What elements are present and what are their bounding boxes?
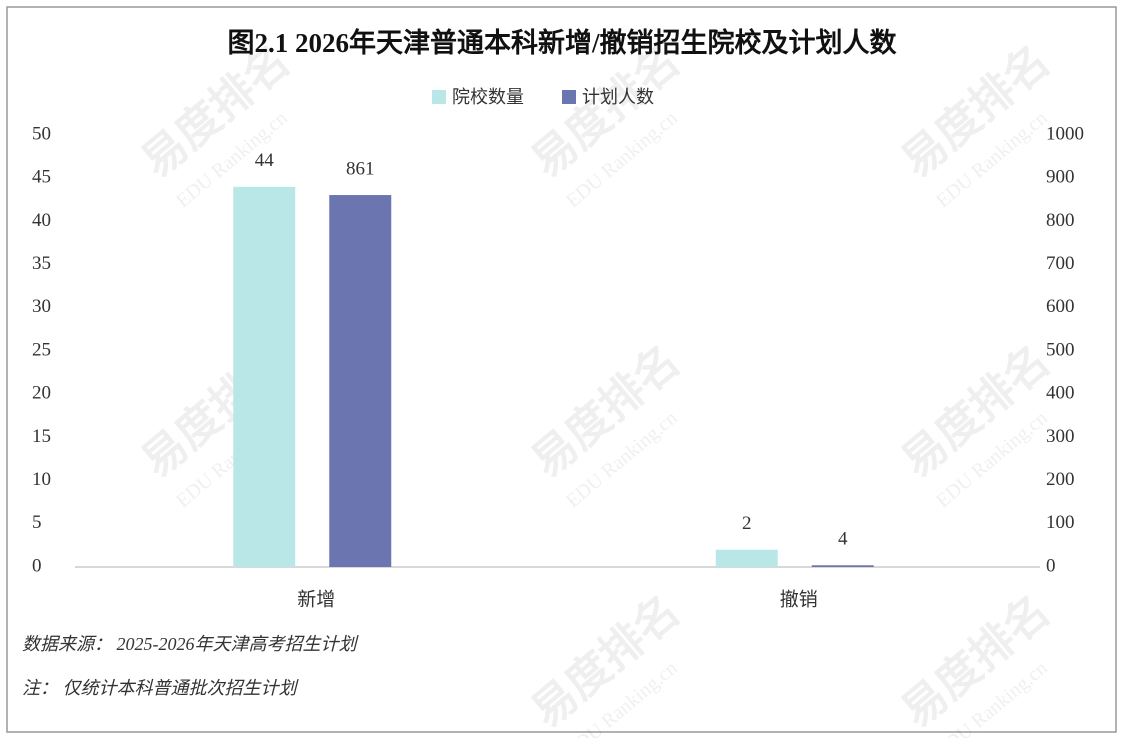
y2-tick-label: 0 [1046,555,1056,576]
y2-tick-label: 500 [1046,339,1075,360]
x-tick-label: 新增 [297,589,335,611]
bar [715,549,778,567]
y2-tick-label: 600 [1046,296,1075,317]
y-tick-label: 40 [32,210,51,231]
y-tick-label: 5 [32,512,42,533]
y2-tick-label: 200 [1046,469,1075,490]
y-tick-label: 25 [32,339,51,360]
legend-swatch [432,90,446,104]
y-tick-label: 10 [32,469,51,490]
y2-tick-label: 800 [1046,210,1075,231]
legend-label: 计划人数 [582,87,654,108]
y2-tick-label: 100 [1046,512,1075,533]
bar [329,195,392,567]
y-tick-label: 45 [32,167,51,188]
value-label: 2 [742,513,752,534]
legend-swatch [562,90,576,104]
y-tick-label: 30 [32,296,51,317]
x-tick-label: 撤销 [780,589,818,611]
chart-title: 图2.1 2026年天津普通本科新增/撤销招生院校及计划人数 [227,27,897,58]
bar [811,565,874,567]
frame [6,6,1117,733]
footnote: 注： 仅统计本科普通批次招生计划 [22,678,299,698]
y2-tick-label: 1000 [1046,123,1084,144]
y-tick-label: 0 [32,555,42,576]
bar [233,186,296,567]
value-label: 4 [838,529,848,550]
y-tick-label: 50 [32,123,51,144]
legend-label: 院校数量 [452,87,524,108]
y-tick-label: 15 [32,426,51,447]
y2-tick-label: 900 [1046,167,1075,188]
value-label: 44 [255,150,275,171]
y-tick-label: 20 [32,383,51,404]
y2-tick-label: 400 [1046,383,1075,404]
source-note: 数据来源： 2025-2026年天津高考招生计划 [22,634,359,654]
y-tick-label: 35 [32,253,51,274]
y2-tick-label: 300 [1046,426,1075,447]
value-label: 861 [346,158,375,179]
y2-tick-label: 700 [1046,253,1075,274]
